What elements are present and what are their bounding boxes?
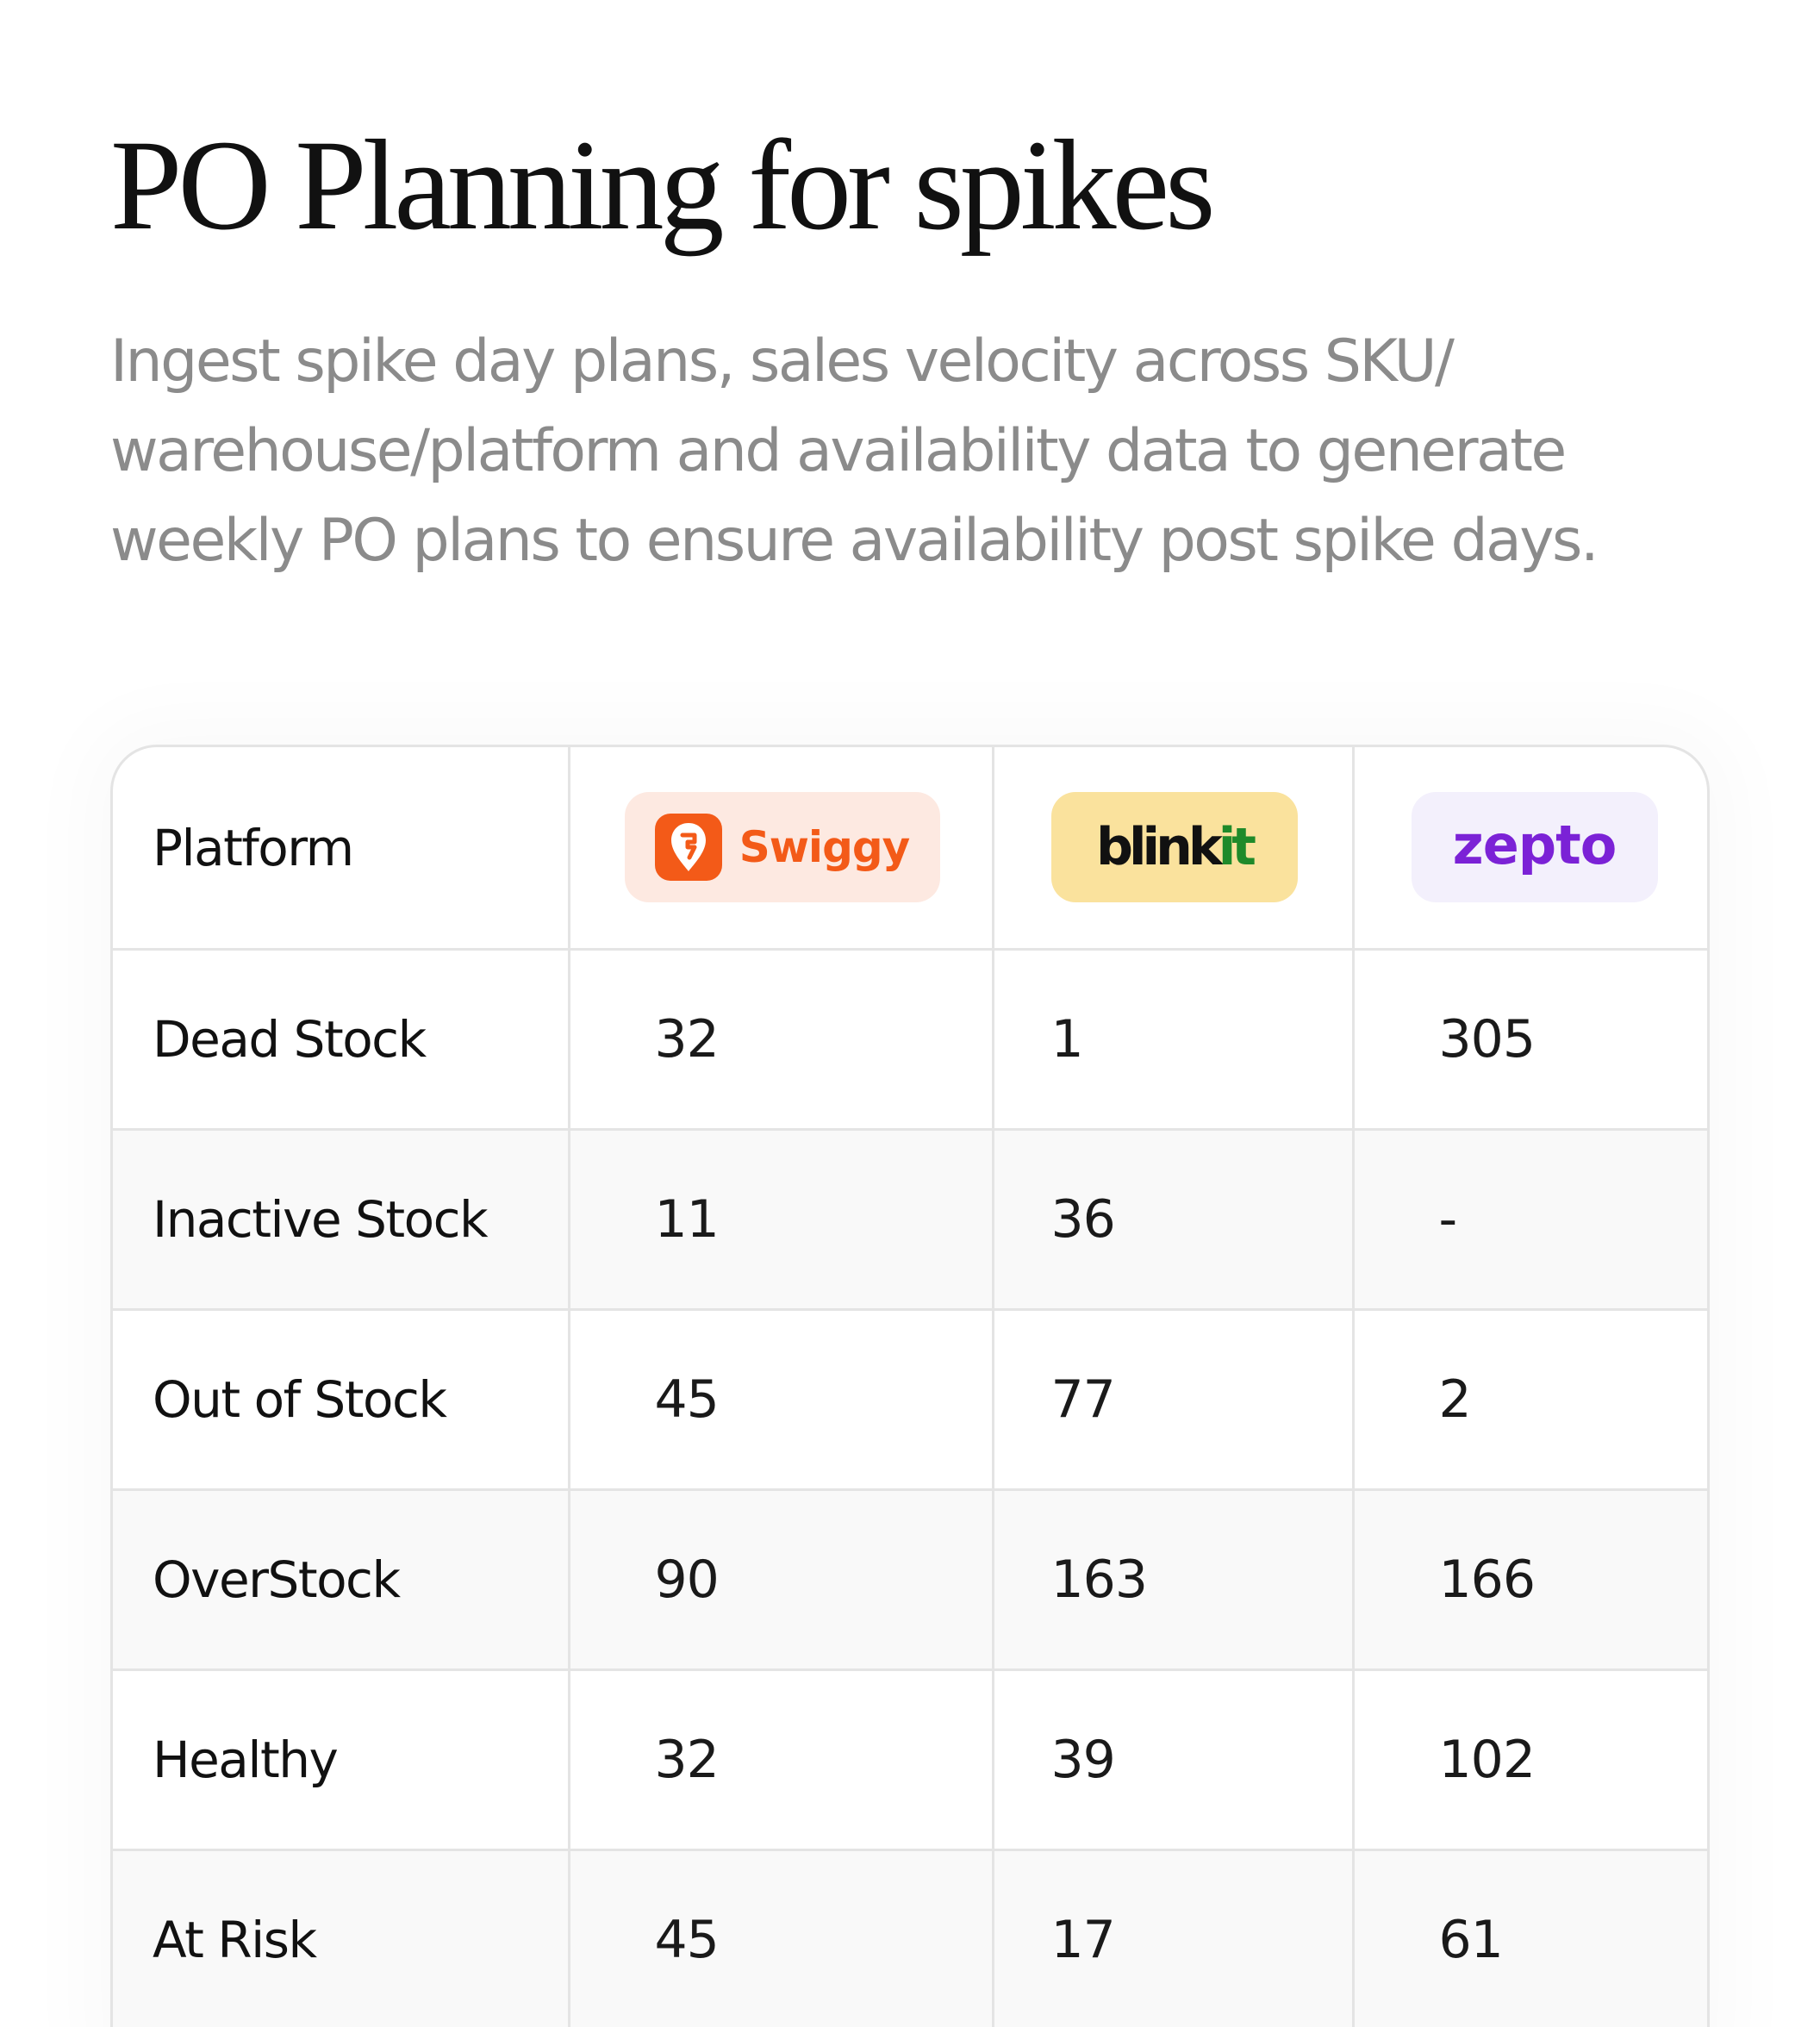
blinkit-value: 163 bbox=[1050, 1550, 1149, 1610]
swiggy-value: 45 bbox=[654, 1910, 720, 1970]
swiggy-value: 32 bbox=[654, 1730, 720, 1790]
table-row-at-risk: At Risk 45 17 61 bbox=[113, 1849, 1707, 2027]
header-cell-swiggy: Swiggy bbox=[569, 747, 994, 951]
zepto-value: 166 bbox=[1438, 1550, 1536, 1610]
row-label: Out of Stock bbox=[153, 1370, 447, 1429]
table-row-out-of-stock: Out of Stock 45 77 2 bbox=[113, 1309, 1707, 1491]
table-header-row: Platform Swiggy bbox=[113, 747, 1707, 951]
blinkit-value: 77 bbox=[1050, 1369, 1116, 1430]
blinkit-wordmark-main: blink bbox=[1096, 817, 1223, 877]
swiggy-value: 90 bbox=[654, 1550, 720, 1610]
row-label: Inactive Stock bbox=[153, 1190, 489, 1249]
blinkit-wordmark-accent: it bbox=[1218, 817, 1256, 877]
page-title: PO Planning for spikes bbox=[110, 114, 1215, 257]
platform-header-label: Platform bbox=[153, 818, 354, 877]
row-label: At Risk bbox=[153, 1911, 317, 1969]
zepto-value: 305 bbox=[1438, 1009, 1536, 1070]
table-row-inactive-stock: Inactive Stock 11 36 - bbox=[113, 1129, 1707, 1311]
blinkit-wordmark: blinkit bbox=[1096, 817, 1256, 877]
header-cell-blinkit: blinkit bbox=[993, 747, 1355, 951]
table-row-overstock: OverStock 90 163 166 bbox=[113, 1489, 1707, 1671]
table-row-dead-stock: Dead Stock 32 1 305 bbox=[113, 949, 1707, 1131]
header-cell-zepto: zepto bbox=[1353, 747, 1707, 951]
zepto-wordmark: zepto bbox=[1452, 813, 1617, 876]
blinkit-value: 36 bbox=[1050, 1189, 1116, 1250]
platform-stock-table: Platform Swiggy bbox=[113, 747, 1707, 2027]
page-description: Ingest spike day plans, sales velocity a… bbox=[110, 327, 1599, 575]
zepto-value: 61 bbox=[1438, 1910, 1504, 1970]
swiggy-pin-icon bbox=[654, 814, 722, 881]
swiggy-logo: Swiggy bbox=[624, 792, 940, 902]
row-label: Healthy bbox=[153, 1731, 339, 1789]
swiggy-value: 45 bbox=[654, 1369, 720, 1430]
zepto-value: - bbox=[1438, 1189, 1458, 1250]
zepto-value: 102 bbox=[1438, 1730, 1536, 1790]
swiggy-value: 11 bbox=[654, 1189, 720, 1250]
table-row-healthy: Healthy 32 39 102 bbox=[113, 1669, 1707, 1851]
platform-comparison-card: Platform Swiggy bbox=[110, 745, 1710, 2027]
swiggy-value: 32 bbox=[654, 1009, 720, 1070]
zepto-logo: zepto bbox=[1411, 792, 1658, 902]
blinkit-value: 1 bbox=[1050, 1009, 1084, 1070]
row-label: OverStock bbox=[153, 1550, 401, 1609]
blinkit-logo: blinkit bbox=[1050, 792, 1298, 902]
row-label: Dead Stock bbox=[153, 1010, 427, 1069]
header-cell-platform: Platform bbox=[113, 747, 570, 951]
blinkit-value: 39 bbox=[1050, 1730, 1116, 1790]
zepto-value: 2 bbox=[1438, 1369, 1472, 1430]
blinkit-value: 17 bbox=[1050, 1910, 1116, 1970]
swiggy-wordmark: Swiggy bbox=[739, 822, 911, 872]
